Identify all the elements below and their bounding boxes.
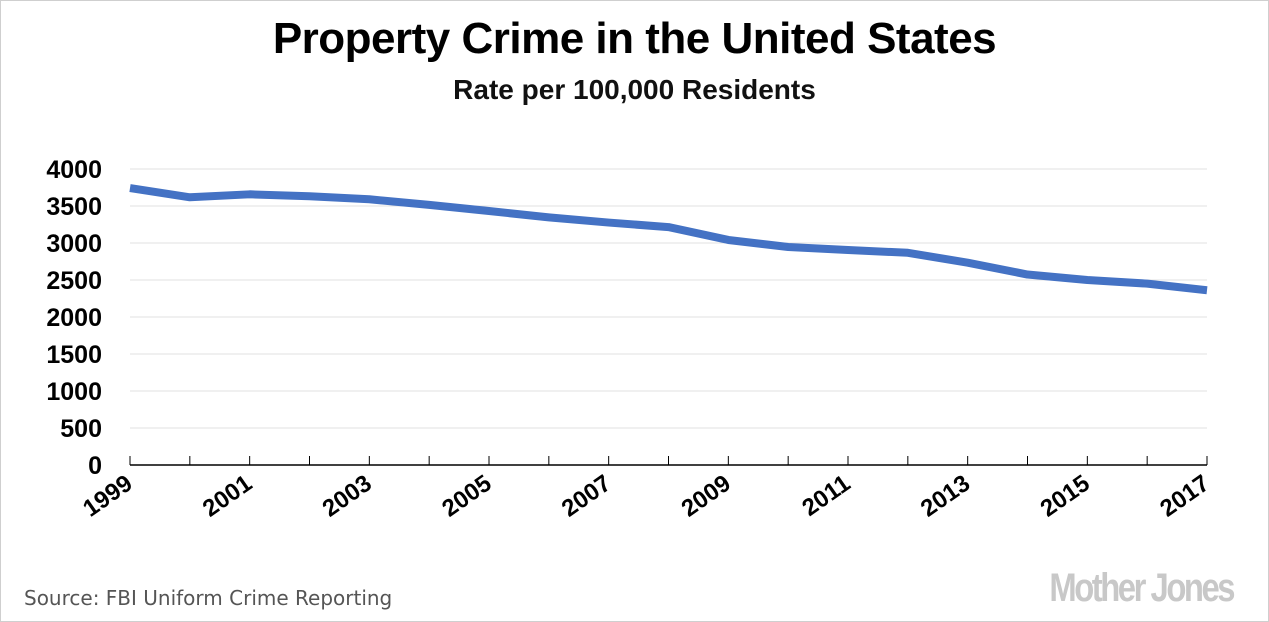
x-tick-label: 2015 bbox=[1036, 470, 1095, 523]
x-tick-label: 2001 bbox=[198, 470, 257, 523]
source-note: Source: FBI Uniform Crime Reporting bbox=[24, 586, 393, 610]
y-tick-label: 2500 bbox=[46, 267, 102, 295]
mother-jones-logo: Mother Jones bbox=[1049, 566, 1235, 610]
chart-subtitle: Rate per 100,000 Residents bbox=[453, 74, 816, 105]
y-tick-label: 1500 bbox=[46, 341, 102, 369]
x-tick-label: 1999 bbox=[78, 470, 137, 523]
y-tick-label: 4000 bbox=[46, 156, 102, 184]
x-axis: 1999 2001 2003 2005 2007 2009 2011 2013 2015 2017 bbox=[78, 456, 1214, 523]
x-tick-label: 2003 bbox=[318, 470, 377, 523]
y-tick-label: 2000 bbox=[46, 304, 102, 332]
gridlines bbox=[130, 168, 1207, 429]
x-tick-label: 2005 bbox=[437, 470, 496, 523]
x-tick-label: 2013 bbox=[916, 470, 975, 523]
y-axis-ticks: 0 500 1000 1500 2000 2500 3000 3500 4000 bbox=[46, 156, 102, 480]
x-tick-label: 2009 bbox=[677, 470, 736, 523]
x-tick-label: 2017 bbox=[1155, 470, 1214, 523]
x-tick-label: 2011 bbox=[797, 470, 855, 522]
y-tick-label: 3000 bbox=[46, 230, 102, 258]
y-tick-label: 3500 bbox=[46, 193, 102, 221]
x-tick-label: 2007 bbox=[557, 470, 616, 523]
y-tick-label: 1000 bbox=[46, 378, 102, 406]
y-tick-label: 0 bbox=[88, 452, 102, 480]
series-line bbox=[129, 184, 1208, 295]
series-layer bbox=[129, 184, 1208, 295]
y-tick-label: 500 bbox=[60, 415, 102, 443]
chart-title: Property Crime in the United States bbox=[272, 14, 997, 63]
